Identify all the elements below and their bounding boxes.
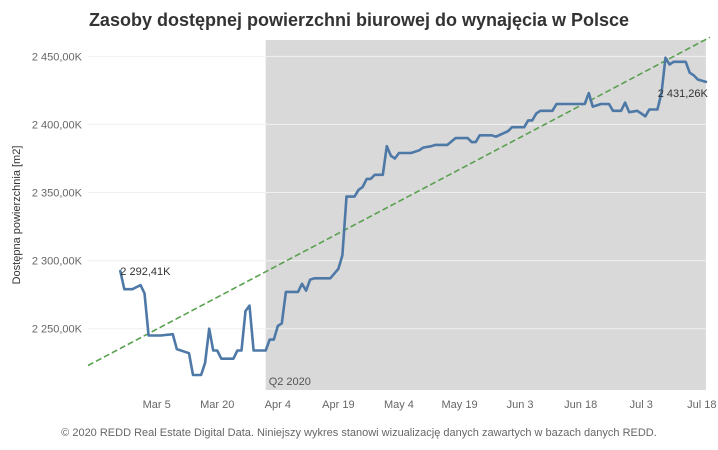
period-label: Q2 2020 (269, 376, 311, 388)
trend-line (87, 36, 711, 367)
x-tick-label: Apr 4 (265, 399, 291, 411)
shaded-period (265, 40, 706, 390)
y-tick-label: 2 250,00K (32, 324, 83, 336)
x-tick-label: Apr 19 (322, 399, 354, 411)
x-tick-label: Jul 18 (687, 399, 716, 411)
copyright-footer: © 2020 REDD Real Estate Digital Data. Ni… (61, 427, 657, 439)
x-tick-label: May 4 (384, 399, 414, 411)
y-tick-label: 2 300,00K (32, 256, 83, 268)
chart-title: Zasoby dostępnej powierzchni biurowej do… (88, 10, 630, 30)
x-tick-label: Jun 18 (564, 399, 597, 411)
series-line (119, 56, 708, 377)
data-label-end: 2 431,26K (658, 88, 709, 100)
x-tick-label: Mar 20 (200, 399, 234, 411)
y-tick-label: 2 400,00K (32, 119, 83, 131)
x-tick-label: Mar 5 (143, 399, 171, 411)
y-tick-label: 2 450,00K (32, 51, 83, 63)
x-tick-label: Jun 3 (507, 399, 534, 411)
y-tick-label: 2 350,00K (32, 188, 83, 200)
x-tick-label: Jul 3 (630, 399, 653, 411)
x-tick-label: May 19 (441, 399, 477, 411)
data-label-start: 2 292,41K (120, 266, 171, 278)
